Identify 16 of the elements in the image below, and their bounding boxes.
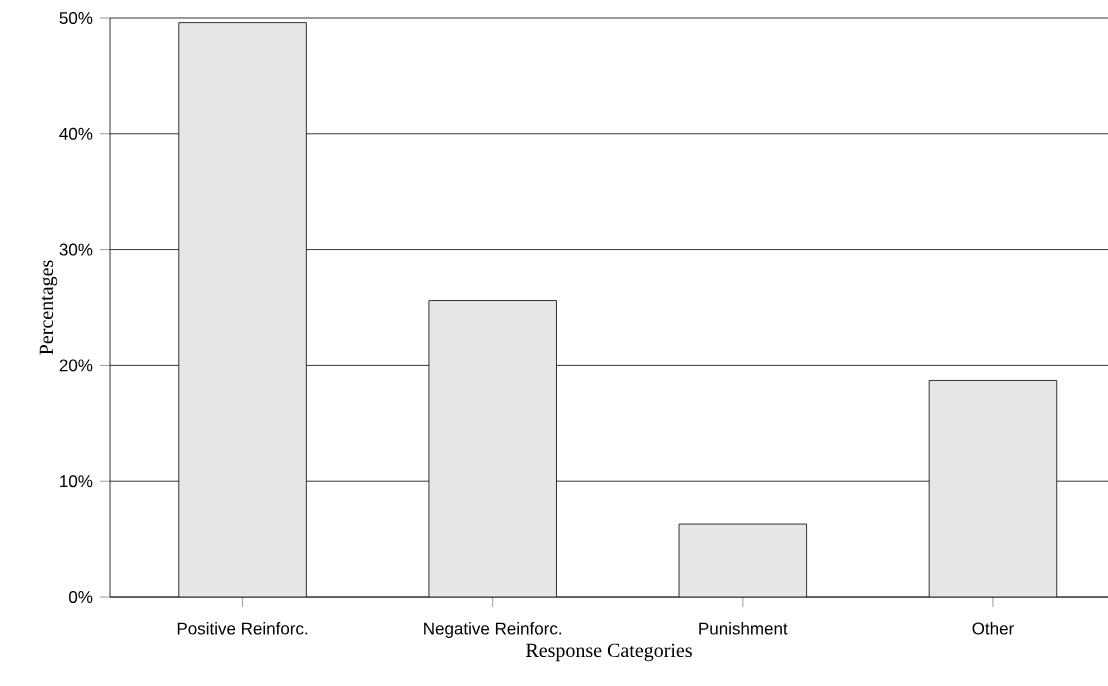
y-axis-title: Percentages [39, 260, 58, 355]
y-tick-label: 10% [60, 475, 93, 488]
bar [678, 523, 808, 597]
y-tick-label: 40% [59, 127, 93, 140]
x-tick-label: Other [972, 622, 1014, 635]
x-tick-label: Positive Reinforc. [177, 622, 308, 635]
bar [928, 380, 1058, 597]
bar [428, 300, 557, 597]
x-tick-label: Punishment [699, 622, 788, 635]
y-tick-label: 30% [59, 243, 93, 256]
x-tick-label: Negative Reinforc. [424, 622, 562, 638]
y-tick-label: 20% [59, 359, 93, 372]
y-tick-label: 50% [59, 12, 93, 25]
x-axis-title: Response Categories [525, 643, 692, 662]
bar [178, 22, 307, 597]
y-tick-label: 0% [69, 590, 93, 604]
